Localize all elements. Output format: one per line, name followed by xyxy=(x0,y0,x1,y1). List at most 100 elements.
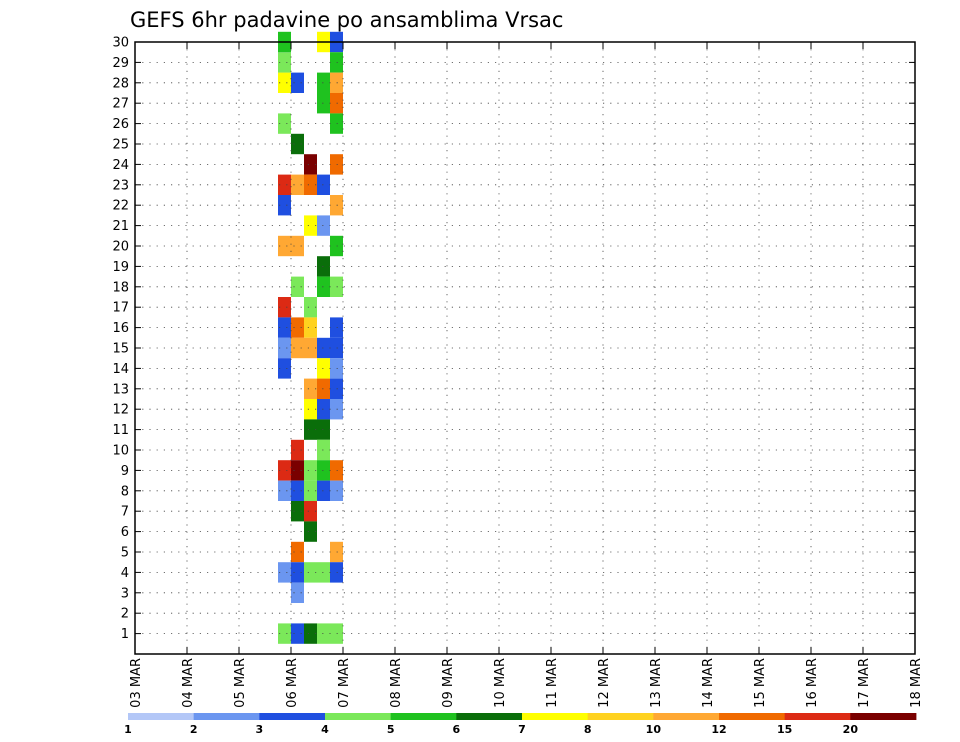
x-tick-label: 07 MAR xyxy=(337,658,352,708)
legend-label: 8 xyxy=(584,723,592,736)
heatmap-cell xyxy=(304,460,317,481)
heatmap-cell xyxy=(317,174,330,195)
heatmap-cell xyxy=(291,276,304,297)
heatmap-cell xyxy=(330,72,343,93)
legend-swatch xyxy=(719,713,786,720)
heatmap-cell xyxy=(330,93,343,114)
x-tick-label: 10 MAR xyxy=(493,658,508,708)
heatmap-cell xyxy=(278,460,291,481)
heatmap-cell xyxy=(291,480,304,501)
y-tick-label: 12 xyxy=(112,403,129,418)
heatmap-cell xyxy=(278,174,291,195)
x-tick-label: 13 MAR xyxy=(649,658,664,708)
x-tick-label: 15 MAR xyxy=(753,658,768,708)
heatmap-cell xyxy=(330,399,343,420)
legend-swatch xyxy=(522,713,589,720)
heatmap-cell xyxy=(278,72,291,93)
legend-swatch xyxy=(325,713,392,720)
y-tick-label: 26 xyxy=(112,117,129,132)
heatmap-cell xyxy=(304,419,317,440)
legend-swatch xyxy=(456,713,523,720)
heatmap-cell xyxy=(330,562,343,583)
heatmap-cell xyxy=(278,317,291,338)
heatmap-cell xyxy=(291,133,304,155)
y-tick-label: 10 xyxy=(112,444,129,459)
heatmap-cell xyxy=(278,235,291,257)
heatmap-cell xyxy=(278,480,291,501)
y-tick-label: 8 xyxy=(121,484,129,499)
y-tick-label: 13 xyxy=(112,382,129,397)
heatmap-cell xyxy=(317,562,330,583)
legend-swatch xyxy=(653,713,720,720)
heatmap-cell xyxy=(304,378,317,399)
y-tick-label: 3 xyxy=(121,586,129,601)
x-tick-label: 16 MAR xyxy=(805,658,820,708)
y-tick-label: 20 xyxy=(112,240,129,255)
legend-label: 7 xyxy=(518,723,526,736)
y-tick-label: 17 xyxy=(112,301,129,316)
heatmap-cell xyxy=(304,337,317,359)
heatmap-cell xyxy=(330,378,343,399)
y-tick-label: 4 xyxy=(121,566,129,581)
heatmap-cell xyxy=(317,623,330,644)
heatmap-cell xyxy=(317,72,330,93)
x-tick-label: 17 MAR xyxy=(857,658,872,708)
chart-title: GEFS 6hr padavine po ansamblima Vrsac xyxy=(130,8,563,32)
legend-label: 4 xyxy=(321,723,329,736)
y-tick-label: 25 xyxy=(112,138,129,153)
x-tick-label: 14 MAR xyxy=(701,658,716,708)
heatmap-cell xyxy=(278,358,291,379)
heatmap-cell xyxy=(291,174,304,195)
legend-label: 20 xyxy=(843,723,859,736)
heatmap-cell xyxy=(304,317,317,338)
heatmap-cell xyxy=(317,399,330,420)
heatmap-cell xyxy=(330,113,343,134)
y-tick-label: 2 xyxy=(121,607,129,622)
heatmap-cell xyxy=(291,541,304,563)
x-tick-label: 12 MAR xyxy=(597,658,612,708)
legend-label: 15 xyxy=(777,723,792,736)
heatmap-cell xyxy=(304,521,317,542)
heatmap-cell xyxy=(291,337,304,359)
y-tick-label: 18 xyxy=(112,280,129,295)
heatmap-cell xyxy=(330,623,343,644)
heatmap-cell xyxy=(317,337,330,359)
y-tick-label: 23 xyxy=(112,178,129,193)
legend-swatch xyxy=(850,713,917,720)
legend-swatch xyxy=(784,713,851,720)
x-tick-label: 11 MAR xyxy=(545,658,560,708)
y-tick-label: 30 xyxy=(112,36,129,51)
grid-layer xyxy=(135,41,916,654)
legend-swatch xyxy=(390,713,457,720)
legend-swatch xyxy=(193,713,260,720)
heatmap-cell xyxy=(317,276,330,297)
heatmap-cell xyxy=(278,113,291,134)
heatmap-cell xyxy=(304,154,317,175)
heatmap-cell xyxy=(278,337,291,359)
legend-label: 6 xyxy=(453,723,461,736)
heatmap-cell xyxy=(330,276,343,297)
heatmap-cell xyxy=(330,460,343,481)
heatmap-cell xyxy=(317,215,330,236)
heatmap-cell xyxy=(304,623,317,644)
heatmap-cell xyxy=(317,358,330,379)
y-tick-label: 5 xyxy=(121,546,129,561)
x-tick-label: 08 MAR xyxy=(389,658,404,708)
y-tick-label: 14 xyxy=(112,362,129,377)
heatmap-cell xyxy=(291,439,304,461)
axes-layer: 1234567891011121314151617181920212223242… xyxy=(112,36,924,708)
y-tick-label: 16 xyxy=(112,321,129,336)
heatmap-cell xyxy=(278,52,291,73)
y-tick-label: 7 xyxy=(121,505,129,520)
heatmap-cell xyxy=(317,419,330,440)
legend-label: 1 xyxy=(124,723,132,736)
heatmap-cell xyxy=(278,562,291,583)
heatmap-cell xyxy=(291,562,304,583)
heatmap-cell xyxy=(304,562,317,583)
heatmap-cell xyxy=(330,317,343,338)
legend-label: 3 xyxy=(256,723,264,736)
legend-label: 2 xyxy=(190,723,198,736)
x-tick-label: 06 MAR xyxy=(285,658,300,708)
y-tick-label: 29 xyxy=(112,56,129,71)
